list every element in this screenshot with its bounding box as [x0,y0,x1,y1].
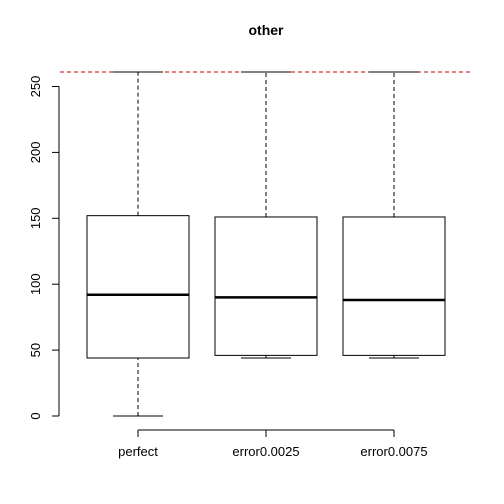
y-tick-label: 50 [28,343,43,357]
box-body [86,215,190,359]
box-error0.0025 [214,71,318,359]
y-axis: 0 50 100 150 200 250 [28,76,60,420]
x-tick-label: error0.0075 [360,444,427,459]
y-tick-label: 0 [28,412,43,419]
x-tick-label: perfect [118,444,158,459]
x-axis: perfect error0.0025 error0.0075 [118,429,428,459]
plot-area [60,71,472,417]
y-tick-label: 100 [28,273,43,295]
y-tick-label: 150 [28,207,43,229]
y-tick-label: 250 [28,76,43,98]
chart-title: other [249,22,285,38]
box-perfect [86,71,190,417]
box-body [342,216,446,356]
x-tick-label: error0.0025 [232,444,299,459]
box-body [214,216,318,356]
box-error0.0075 [342,71,446,359]
y-tick-label: 200 [28,142,43,164]
